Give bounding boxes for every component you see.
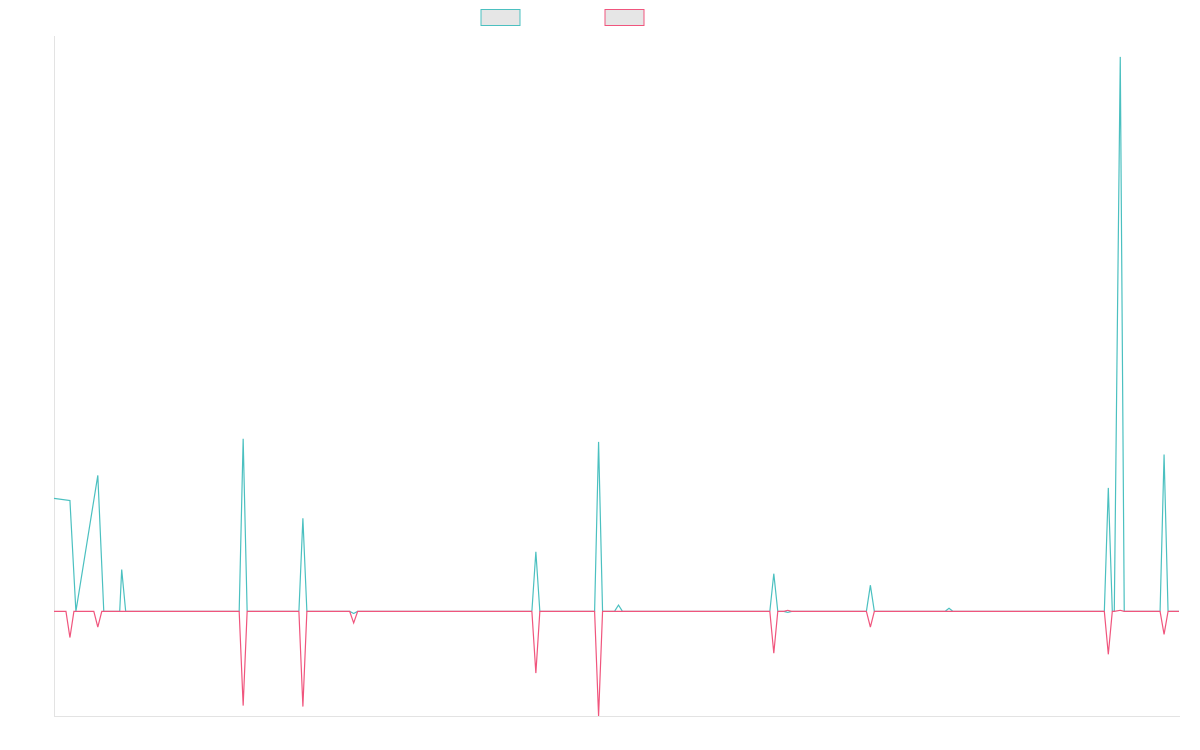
- series-line-2: [54, 609, 1179, 717]
- legend: [480, 9, 645, 26]
- legend-swatch-series-2[interactable]: [604, 9, 645, 26]
- series-line-1: [53, 56, 1179, 615]
- axes: [54, 36, 1180, 717]
- plot-area: [53, 56, 1179, 717]
- legend-swatch-series-1[interactable]: [480, 9, 521, 26]
